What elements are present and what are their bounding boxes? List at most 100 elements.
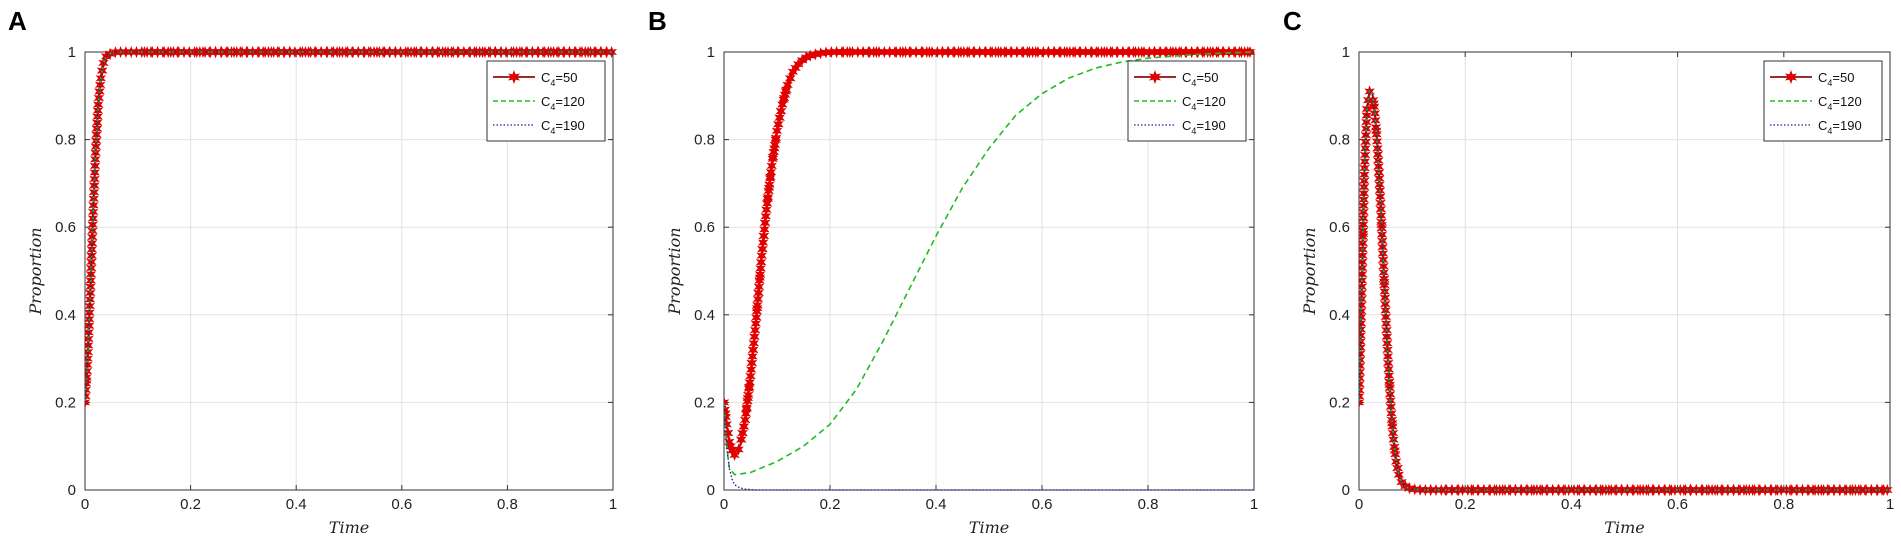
data-point-marker bbox=[747, 343, 759, 356]
data-point-marker bbox=[1223, 46, 1235, 59]
data-point-marker bbox=[755, 262, 766, 275]
data-point-marker bbox=[1005, 46, 1017, 59]
data-point-marker bbox=[943, 46, 954, 59]
x-tick-label: 0.8 bbox=[497, 496, 518, 513]
data-point-marker bbox=[1678, 483, 1690, 496]
data-point-marker bbox=[749, 324, 761, 337]
data-point-marker bbox=[1192, 46, 1204, 59]
data-point-marker bbox=[747, 350, 758, 363]
legend-entry-label: C4=50 bbox=[1818, 70, 1854, 88]
x-tick-label: 0.8 bbox=[1138, 496, 1159, 513]
data-point-marker bbox=[986, 46, 998, 59]
x-axis-label: Time bbox=[329, 518, 369, 537]
legend: C4=50 C4=120 C4=190 bbox=[1763, 60, 1883, 142]
data-point-marker bbox=[724, 396, 730, 409]
data-point-marker bbox=[767, 152, 779, 165]
data-point-marker bbox=[742, 395, 753, 408]
data-point-marker bbox=[831, 46, 842, 59]
data-point-marker bbox=[1484, 483, 1496, 496]
data-point-marker bbox=[1049, 46, 1060, 59]
data-point-marker bbox=[1180, 46, 1191, 59]
series-group bbox=[85, 46, 617, 409]
y-tick-label: 0.4 bbox=[694, 307, 715, 324]
data-point-marker bbox=[778, 91, 790, 105]
data-point-marker bbox=[1716, 483, 1727, 496]
data-point-marker bbox=[761, 197, 773, 210]
data-point-marker bbox=[752, 292, 764, 306]
data-point-marker bbox=[838, 46, 849, 59]
data-point-marker bbox=[1211, 46, 1222, 59]
data-point-marker bbox=[1018, 46, 1029, 59]
data-point-marker bbox=[745, 363, 757, 376]
data-point-marker bbox=[961, 46, 973, 59]
data-point-marker bbox=[1217, 46, 1229, 59]
data-point-marker bbox=[742, 388, 754, 401]
data-point-marker bbox=[520, 46, 532, 59]
data-point-marker bbox=[1173, 46, 1185, 59]
legend-box bbox=[486, 60, 606, 142]
x-tick-label: 1 bbox=[1250, 496, 1258, 513]
data-point-marker bbox=[891, 46, 902, 59]
data-point-marker bbox=[191, 46, 203, 59]
data-point-marker bbox=[1067, 46, 1079, 59]
data-point-marker bbox=[210, 46, 221, 59]
x-tick-label: 1 bbox=[1886, 496, 1894, 513]
data-point-marker bbox=[753, 280, 765, 293]
data-point-marker bbox=[1628, 483, 1640, 496]
chart-panel-b: B 0 0.2 0.4 0.6 0.8 1 0 0.2 0.4 0.6 0.8 1 Time Proport… bbox=[648, 6, 1258, 537]
x-tick-label: 0 bbox=[81, 496, 89, 513]
data-point-marker bbox=[1105, 46, 1116, 59]
data-point-marker bbox=[1186, 46, 1197, 59]
data-point-marker bbox=[489, 46, 501, 59]
y-tick-label: 0.2 bbox=[694, 394, 715, 411]
x-tick-label: 0.4 bbox=[286, 496, 307, 513]
x-tick-label: 1 bbox=[609, 496, 617, 513]
data-point-marker bbox=[1766, 483, 1777, 496]
data-point-marker bbox=[1124, 46, 1135, 59]
x-tick-label: 0.8 bbox=[1773, 496, 1794, 513]
data-point-marker bbox=[724, 410, 732, 424]
data-point-marker bbox=[924, 46, 935, 59]
legend-marker bbox=[1148, 70, 1162, 84]
data-point-marker bbox=[241, 46, 252, 59]
data-point-marker bbox=[768, 145, 780, 158]
x-tick-label: 0.6 bbox=[391, 496, 412, 513]
data-point-marker bbox=[949, 46, 960, 59]
data-point-marker bbox=[139, 46, 150, 59]
data-point-marker bbox=[272, 46, 283, 59]
data-point-marker bbox=[1236, 46, 1247, 59]
y-axis-label: Proportion bbox=[26, 227, 45, 315]
data-point-marker bbox=[741, 401, 752, 414]
legend-entry-label: C4=190 bbox=[1818, 118, 1862, 136]
data-point-marker bbox=[1597, 483, 1608, 496]
x-axis-label: Time bbox=[1604, 518, 1644, 537]
data-point-marker bbox=[1616, 483, 1627, 496]
data-point-marker bbox=[773, 118, 784, 131]
data-point-marker bbox=[968, 46, 979, 59]
series-group bbox=[1359, 85, 1893, 496]
data-point-marker bbox=[743, 382, 755, 395]
data-point-marker bbox=[738, 420, 750, 433]
legend-marker bbox=[507, 70, 521, 84]
legend-entry-label: C4=50 bbox=[1182, 70, 1218, 88]
data-point-marker bbox=[1478, 483, 1490, 496]
data-point-marker bbox=[757, 236, 769, 249]
x-tick-label: 0 bbox=[720, 496, 728, 513]
x-tick-label: 0.2 bbox=[820, 496, 841, 513]
y-tick-label: 0 bbox=[68, 482, 76, 499]
data-point-marker bbox=[746, 356, 758, 370]
x-tick-label: 0.2 bbox=[180, 496, 201, 513]
data-point-marker bbox=[980, 46, 992, 59]
data-point-marker bbox=[1797, 483, 1808, 496]
panel-letter: C bbox=[1283, 6, 1302, 36]
data-point-marker bbox=[1136, 46, 1148, 59]
legend-entry-label: C4=190 bbox=[541, 118, 585, 136]
data-point-marker bbox=[756, 249, 768, 262]
y-tick-label: 0.2 bbox=[55, 394, 76, 411]
data-point-marker bbox=[733, 443, 744, 456]
data-point-marker bbox=[753, 286, 764, 299]
data-point-marker bbox=[1055, 46, 1066, 59]
y-tick-label: 0.8 bbox=[55, 132, 76, 149]
data-point-marker bbox=[774, 111, 785, 124]
